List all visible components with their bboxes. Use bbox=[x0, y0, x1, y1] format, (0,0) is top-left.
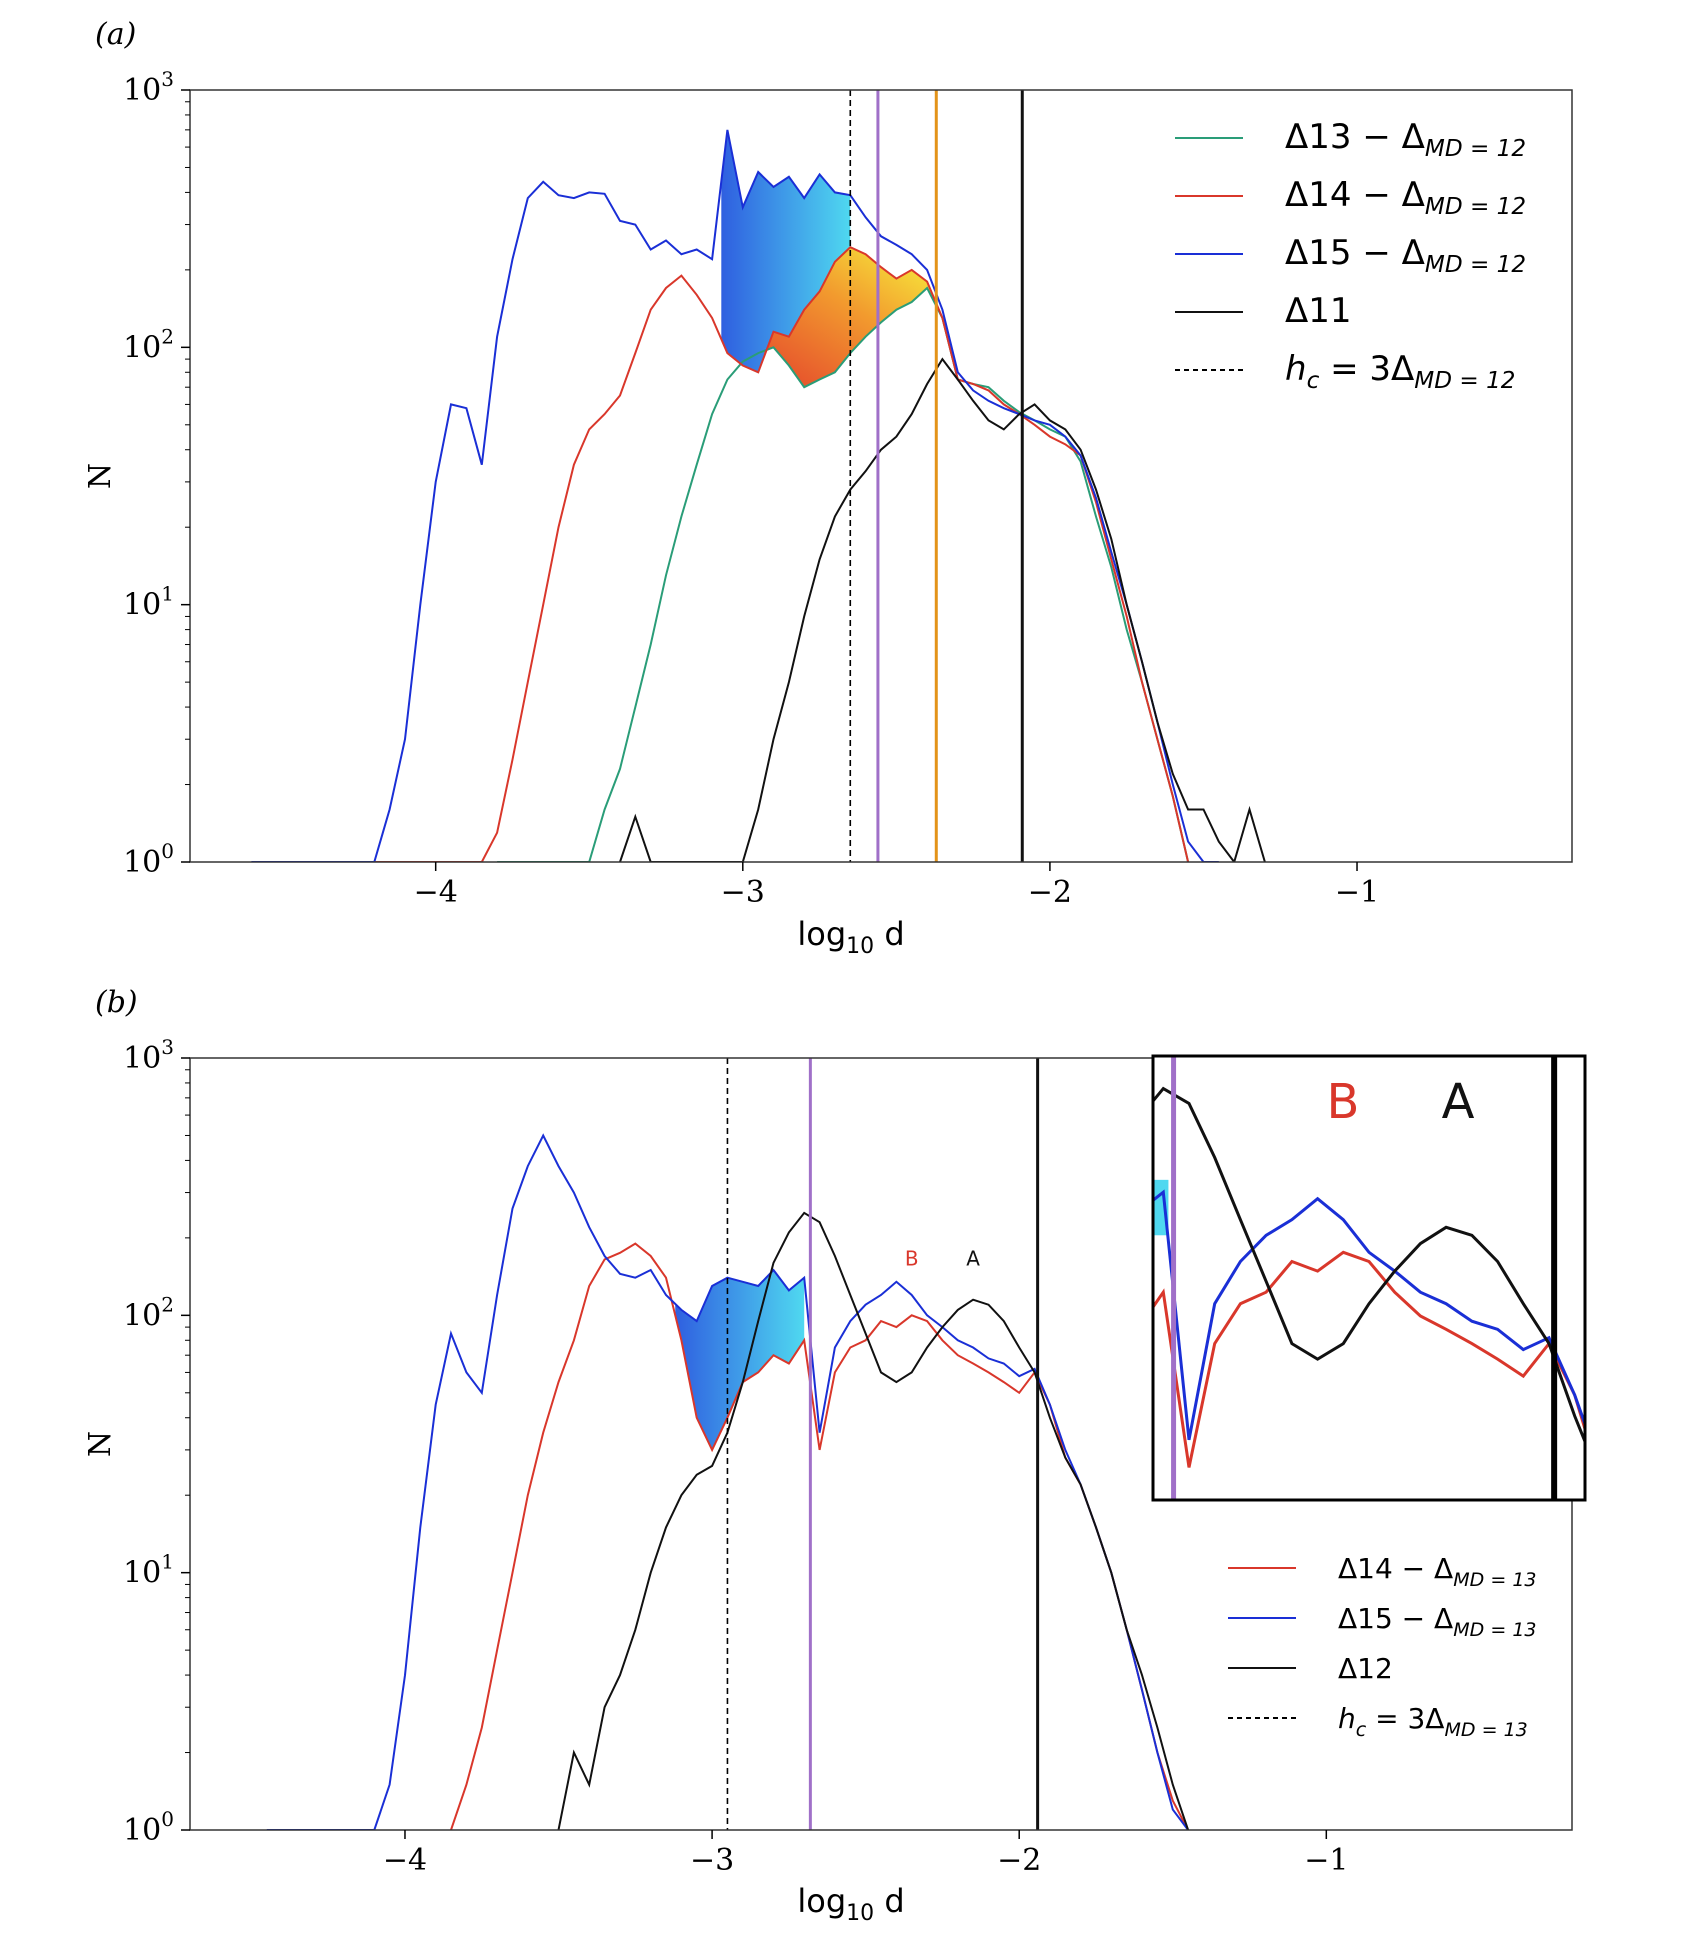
y-tick-base: 10 bbox=[123, 1298, 161, 1333]
y-axis-label: N bbox=[83, 463, 118, 489]
y-tick-base: 10 bbox=[123, 1556, 161, 1591]
legend-label: Δ14 − ΔMD = 13 bbox=[1338, 1552, 1537, 1591]
x-tick-label: −1 bbox=[1335, 875, 1379, 910]
y-tick-base: 10 bbox=[123, 588, 161, 623]
legend-label: hc = 3ΔMD = 12 bbox=[1285, 349, 1515, 394]
x-tick-label: −3 bbox=[690, 1843, 734, 1878]
series-line-blue bbox=[266, 1133, 1189, 1830]
legend-label: Δ13 − ΔMD = 12 bbox=[1285, 117, 1526, 162]
y-tick-exponent: 0 bbox=[161, 1807, 174, 1831]
x-tick-label: −2 bbox=[1028, 875, 1072, 910]
legend: Δ14 − ΔMD = 13 Δ15 − ΔMD = 13 Δ12 hc = 3ΔMD… bbox=[1228, 1552, 1537, 1741]
inset-series-black bbox=[1153, 1086, 1585, 1446]
legend-label: Δ11 bbox=[1285, 291, 1352, 331]
y-tick-label: 103 bbox=[123, 67, 174, 108]
inset-label-B: B bbox=[1327, 1074, 1360, 1130]
y-tick-exponent: 0 bbox=[161, 839, 174, 863]
inset-label-A: A bbox=[1442, 1074, 1475, 1130]
plot-frame bbox=[189, 89, 1573, 863]
y-tick-label: 101 bbox=[123, 1550, 174, 1591]
y-tick-label: 100 bbox=[123, 839, 174, 880]
x-tick-label: −4 bbox=[414, 875, 458, 910]
y-tick-base: 10 bbox=[123, 1813, 161, 1848]
y-axis-label: N bbox=[83, 1431, 118, 1457]
y-tick-base: 10 bbox=[123, 1041, 161, 1076]
legend-label: hc = 3ΔMD = 13 bbox=[1338, 1702, 1528, 1741]
y-tick-exponent: 2 bbox=[161, 324, 174, 348]
inset-series-blue bbox=[1153, 1189, 1585, 1441]
x-tick-label: −2 bbox=[997, 1843, 1041, 1878]
series-line-green bbox=[497, 286, 1190, 862]
annotation-B: B bbox=[905, 1247, 919, 1271]
y-tick-label: 100 bbox=[123, 1807, 174, 1848]
series-line-blue bbox=[251, 129, 1219, 862]
inset-frame bbox=[1151, 1054, 1587, 1502]
inset-background bbox=[1153, 1056, 1585, 1500]
y-tick-label: 101 bbox=[123, 582, 174, 623]
y-tick-label: 102 bbox=[123, 324, 174, 365]
x-tick-label: −1 bbox=[1304, 1843, 1348, 1878]
series-line-red bbox=[343, 246, 1190, 862]
legend-label: Δ12 bbox=[1338, 1652, 1393, 1685]
y-tick-base: 10 bbox=[123, 73, 161, 108]
x-axis-label: log10 d bbox=[797, 1882, 904, 1926]
shaded-region-warm bbox=[764, 247, 934, 387]
panel-label: (b) bbox=[95, 985, 138, 1020]
annotation-A: A bbox=[966, 1247, 980, 1271]
x-tick-label: −3 bbox=[721, 875, 765, 910]
legend-label: Δ14 − ΔMD = 12 bbox=[1285, 175, 1526, 220]
series-line-black bbox=[557, 1211, 1190, 1830]
legend-label: Δ15 − ΔMD = 13 bbox=[1338, 1602, 1537, 1641]
legend: Δ13 − ΔMD = 12 Δ14 − ΔMD = 12 Δ15 − ΔMD = … bbox=[1175, 117, 1526, 394]
series-line-black bbox=[619, 357, 1266, 862]
y-tick-exponent: 3 bbox=[161, 1035, 174, 1059]
y-tick-exponent: 1 bbox=[161, 582, 174, 606]
shaded-region-blue bbox=[721, 131, 851, 373]
y-tick-label: 102 bbox=[123, 1292, 174, 1333]
y-tick-exponent: 1 bbox=[161, 1550, 174, 1574]
inset-series-red bbox=[1153, 1250, 1585, 1468]
legend-label: Δ15 − ΔMD = 12 bbox=[1285, 233, 1526, 278]
y-tick-base: 10 bbox=[123, 845, 161, 880]
y-tick-exponent: 2 bbox=[161, 1292, 174, 1316]
y-tick-label: 103 bbox=[123, 1035, 174, 1076]
y-tick-exponent: 3 bbox=[161, 67, 174, 91]
x-tick-label: −4 bbox=[383, 1843, 427, 1878]
series-line-red bbox=[450, 1242, 1189, 1830]
y-tick-base: 10 bbox=[123, 330, 161, 365]
shaded-region-blue bbox=[675, 1270, 805, 1450]
panel-label: (a) bbox=[95, 17, 136, 52]
x-axis-label: log10 d bbox=[797, 915, 904, 959]
